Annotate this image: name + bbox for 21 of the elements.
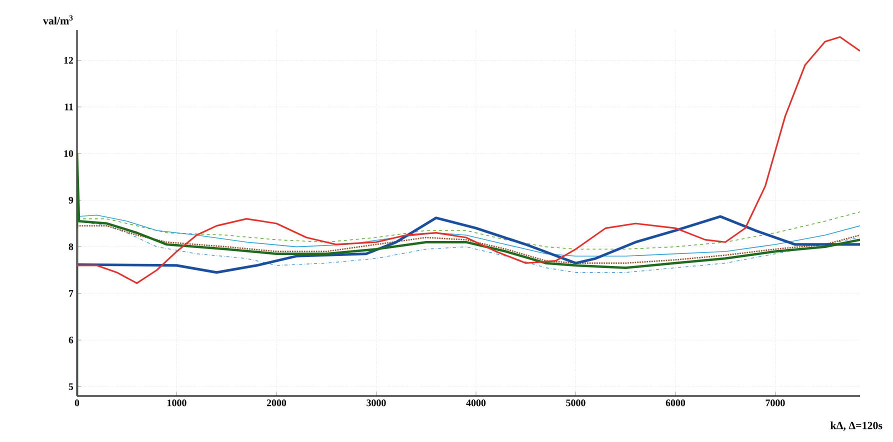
y-tick-label: 6 xyxy=(68,336,74,344)
y-tick-label: 12 xyxy=(64,57,74,64)
x-tick-label: 1000 xyxy=(168,400,186,406)
line-series xyxy=(77,214,860,257)
y-axis-title: val/m$^{3}$ xyxy=(42,15,73,24)
x-tick-label: 4000 xyxy=(466,400,486,406)
y-tick-label: 5 xyxy=(68,383,74,390)
x-tick-label: 3000 xyxy=(366,400,386,406)
x-tick-label: 7000 xyxy=(766,400,785,406)
y-tick-label: 10 xyxy=(64,150,74,157)
y-tick-label: 8 xyxy=(68,243,74,250)
y-tick-label: 7 xyxy=(69,290,74,297)
x-tick-label: 0 xyxy=(74,400,80,406)
x-tick-label: 5000 xyxy=(566,400,586,406)
x-tick-label: 6000 xyxy=(666,400,686,406)
y-tick-label: 9 xyxy=(68,196,74,204)
y-tick-label: 11 xyxy=(64,104,73,110)
line-series xyxy=(77,225,860,264)
line-series xyxy=(77,36,860,284)
x-axis-title: kΔ, Δ=120s xyxy=(830,422,882,431)
x-tick-label: 2000 xyxy=(266,400,286,406)
